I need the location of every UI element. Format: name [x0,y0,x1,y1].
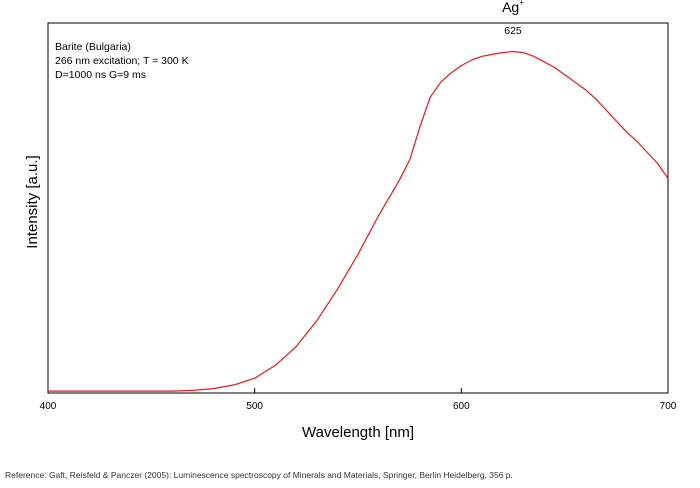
x-axis-label: Wavelength [nm] [302,424,414,441]
x-tick-label: 700 [660,401,677,412]
peak-ion-label-text: Ag [502,0,519,15]
info-line-timing: D=1000 ns G=9 ms [55,69,146,81]
peak-ion-label: Ag+ [502,0,524,15]
peak-wavelength-label: 625 [504,25,522,37]
reference-citation: Reference: Gaft, Reisfeld & Panczer (200… [5,470,513,480]
info-line-excitation: 266 nm excitation; T = 300 K [55,55,189,67]
series-line-0 [48,50,669,392]
series-layer [48,50,669,392]
x-tick-label: 500 [246,401,263,412]
x-tick-label: 400 [40,401,57,412]
info-box: Barite (Bulgaria) 266 nm excitation; T =… [55,41,189,81]
x-axis-tick-labels: 400 500 600 700 [40,401,677,412]
x-tick-label: 600 [453,401,470,412]
plot-frame [47,22,669,394]
y-axis-label: Intensity [a.u.] [24,155,41,248]
peak-ion-charge: + [519,0,524,7]
info-line-sample: Barite (Bulgaria) [55,41,131,53]
peak-annotations: Ag+625 [502,0,524,37]
